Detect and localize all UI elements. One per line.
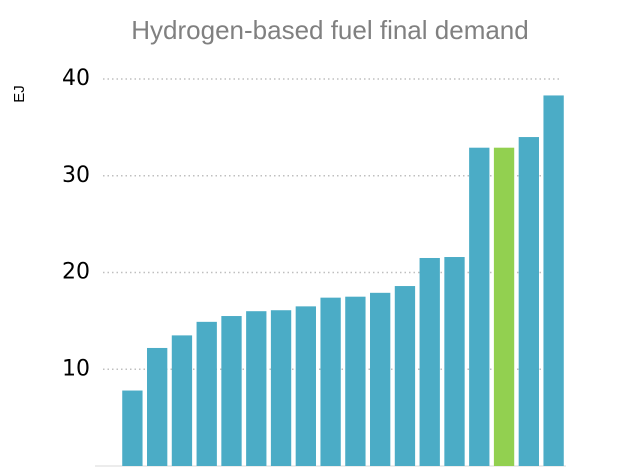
- bar: [493, 147, 515, 466]
- bar: [345, 296, 366, 466]
- bar: [196, 321, 217, 466]
- bar: [370, 292, 391, 466]
- bar: [543, 95, 564, 466]
- y-axis-label: EJ: [11, 85, 28, 103]
- bar: [320, 297, 341, 466]
- bar: [147, 347, 168, 466]
- bar: [246, 311, 267, 466]
- bar: [221, 316, 242, 466]
- y-tick-label: 30: [62, 163, 90, 188]
- bar: [122, 390, 143, 466]
- chart-title: Hydrogen-based fuel final demand: [131, 15, 528, 45]
- y-tick-label: 40: [62, 66, 90, 91]
- bar: [518, 137, 539, 467]
- bar: [295, 306, 316, 466]
- y-tick-label: 20: [62, 260, 90, 285]
- bar: [419, 257, 440, 466]
- y-tick-label: 10: [62, 356, 90, 381]
- bar: [444, 257, 465, 466]
- bar: [394, 286, 416, 466]
- bar: [171, 335, 193, 466]
- bar: [469, 147, 490, 466]
- bar: [270, 310, 292, 466]
